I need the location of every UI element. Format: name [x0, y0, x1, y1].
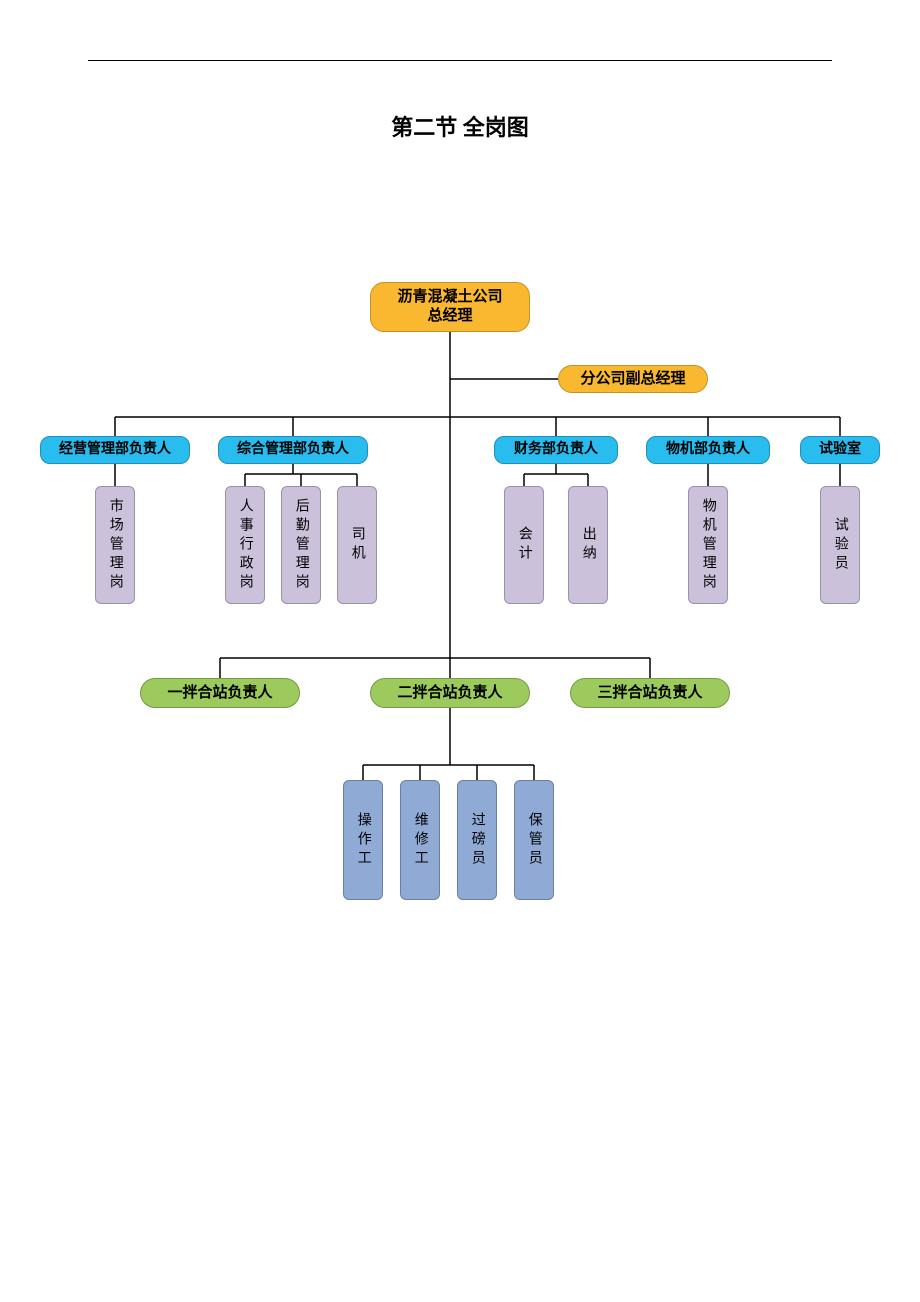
node-d_mat: 物机部负责人 — [646, 436, 770, 464]
node-p_hr-label: 人事行政岗 — [236, 498, 254, 593]
node-gm: 沥青混凝土公司 总经理 — [370, 282, 530, 332]
node-d_biz-label: 经营管理部负责人 — [59, 441, 171, 459]
node-p_hr: 人事行政岗 — [225, 486, 265, 604]
node-p_market-label: 市场管理岗 — [106, 498, 124, 593]
node-s1-label: 一拌合站负责人 — [167, 684, 272, 703]
node-d_fin-label: 财务部负责人 — [514, 441, 598, 459]
node-s2: 二拌合站负责人 — [370, 678, 530, 708]
page: 第二节 全岗图 沥青混凝土公司 总经理分公司副总经理经营管理部负责人 综合管理部负… — [0, 0, 920, 1302]
node-vgm: 分公司副总经理 — [558, 365, 708, 393]
node-w_maint: 维修工 — [400, 780, 440, 900]
node-d_lab-label: 试验室 — [819, 441, 861, 459]
node-w_keep: 保管员 — [514, 780, 554, 900]
edges-layer — [0, 0, 920, 1302]
node-p_cash: 出纳 — [568, 486, 608, 604]
node-vgm-label: 分公司副总经理 — [580, 370, 685, 389]
node-p_mat-label: 物机管理岗 — [699, 498, 717, 593]
node-p_mat: 物机管理岗 — [688, 486, 728, 604]
node-gm-label: 沥青混凝土公司 总经理 — [397, 288, 502, 326]
node-s3: 三拌合站负责人 — [570, 678, 730, 708]
node-d_gen-label: 综合管理部负责人 — [237, 441, 349, 459]
page-title: 第二节 全岗图 — [0, 110, 920, 142]
node-p_market: 市场管理岗 — [95, 486, 135, 604]
node-d_biz: 经营管理部负责人 — [40, 436, 190, 464]
node-w_scale-label: 过磅员 — [468, 812, 486, 869]
node-d_gen: 综合管理部负责人 — [218, 436, 368, 464]
node-p_acc: 会计 — [504, 486, 544, 604]
node-p_test: 试验员 — [820, 486, 860, 604]
node-p_acc-label: 会计 — [515, 526, 533, 564]
node-w_op: 操作工 — [343, 780, 383, 900]
node-s3-label: 三拌合站负责人 — [597, 684, 702, 703]
node-p_driver-label: 司机 — [348, 526, 366, 564]
header-rule — [88, 60, 832, 61]
node-w_scale: 过磅员 — [457, 780, 497, 900]
node-p_test-label: 试验员 — [831, 517, 849, 574]
node-p_log: 后勤管理岗 — [281, 486, 321, 604]
node-w_maint-label: 维修工 — [411, 812, 429, 869]
node-s2-label: 二拌合站负责人 — [397, 684, 502, 703]
node-d_mat-label: 物机部负责人 — [666, 441, 750, 459]
node-d_lab: 试验室 — [800, 436, 880, 464]
node-p_driver: 司机 — [337, 486, 377, 604]
node-d_fin: 财务部负责人 — [494, 436, 618, 464]
node-w_keep-label: 保管员 — [525, 812, 543, 869]
node-p_log-label: 后勤管理岗 — [292, 498, 310, 593]
node-s1: 一拌合站负责人 — [140, 678, 300, 708]
node-p_cash-label: 出纳 — [579, 526, 597, 564]
node-w_op-label: 操作工 — [354, 812, 372, 869]
